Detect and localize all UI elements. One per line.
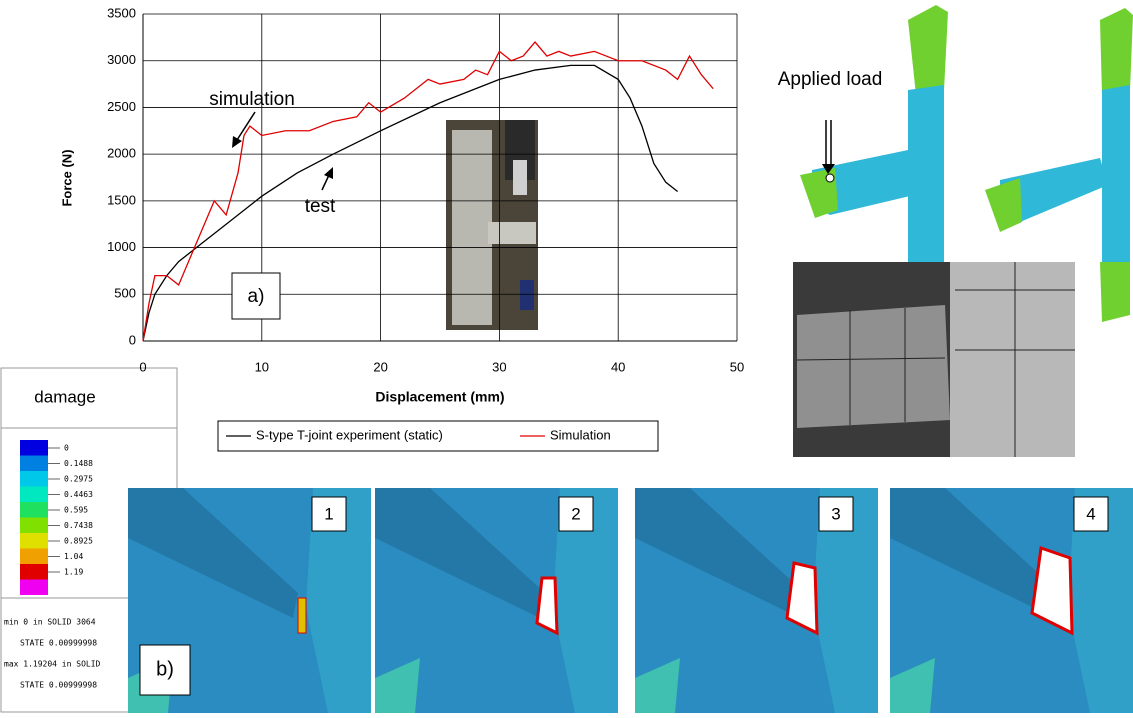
panel-label: 4 xyxy=(1086,504,1095,523)
y-tick-label: 0 xyxy=(129,332,136,347)
annotation: a) xyxy=(248,286,265,307)
mesh-face xyxy=(635,488,805,618)
data-line xyxy=(142,64,679,342)
annotation: Applied load xyxy=(778,69,883,90)
x-axis-label: Displacement (mm) xyxy=(375,389,504,405)
panel-label: 3 xyxy=(831,504,840,523)
arrow xyxy=(236,111,256,141)
legend-label: S-type T-joint experiment (static) xyxy=(256,427,443,442)
inset-photo xyxy=(446,120,538,330)
x-tick-label: 40 xyxy=(611,359,625,374)
legend-label: 0.595 xyxy=(64,506,88,515)
y-tick-label: 2500 xyxy=(107,99,136,114)
mesh-panels: 1 2 3 4 b) xyxy=(128,488,1133,713)
arrow-head xyxy=(232,136,242,148)
legend-label: Simulation xyxy=(550,427,611,442)
legend-swatch xyxy=(20,579,48,595)
legend-label: 0.2975 xyxy=(64,475,93,484)
y-tick-label: 1500 xyxy=(107,192,136,207)
legend-swatch xyxy=(20,486,48,502)
mesh-face xyxy=(306,488,371,713)
legend-swatch xyxy=(20,517,48,533)
x-tick-label: 10 xyxy=(255,359,269,374)
arrow-head xyxy=(324,167,333,179)
legend xyxy=(217,420,659,452)
x-tick-label: 0 xyxy=(139,359,146,374)
annotation: test xyxy=(305,196,336,217)
data-line xyxy=(142,41,714,342)
arrow xyxy=(321,174,330,191)
y-axis-label: Force (N) xyxy=(59,149,74,206)
panel-label-box xyxy=(139,644,191,696)
legend-label: 1.19 xyxy=(64,568,83,577)
y-tick-label: 1000 xyxy=(107,239,136,254)
legend-swatch xyxy=(20,564,48,580)
legend-note: max 1.19204 in SOLID xyxy=(4,660,101,669)
mesh-face xyxy=(128,488,298,618)
mesh-face xyxy=(635,658,680,713)
legend-swatch xyxy=(20,502,48,518)
legend-swatch xyxy=(20,533,48,549)
y-tick-label: 500 xyxy=(114,286,136,301)
panel-label-box xyxy=(1073,496,1109,532)
panel-label-box xyxy=(558,496,594,532)
legend-label: 0.8925 xyxy=(64,537,93,546)
panel-label-box xyxy=(818,496,854,532)
legend-swatch xyxy=(20,440,48,456)
crack xyxy=(535,576,559,636)
damage-spot xyxy=(297,597,307,634)
annotation-box xyxy=(231,272,281,320)
legend-label: 0.7438 xyxy=(64,521,93,530)
annotation: simulation xyxy=(209,89,295,110)
mesh-face xyxy=(375,658,420,713)
crack xyxy=(785,561,819,636)
panel-label: 2 xyxy=(571,504,580,523)
legend-label: 0.1488 xyxy=(64,459,93,468)
x-tick-label: 50 xyxy=(730,359,744,374)
x-tick-label: 30 xyxy=(492,359,506,374)
mesh-face xyxy=(553,488,618,713)
t-joint-model xyxy=(800,5,1133,322)
legend-swatch xyxy=(20,471,48,487)
mesh-face xyxy=(375,488,545,618)
chart: Displacement (mm) Force (N) 050010001500… xyxy=(59,5,744,452)
panel-label: 1 xyxy=(324,504,333,523)
legend-label: 1.04 xyxy=(64,552,83,561)
legend-label: 0.4463 xyxy=(64,490,93,499)
mesh-face xyxy=(890,488,1060,618)
crack-photo xyxy=(793,262,1075,457)
legend-title: damage xyxy=(34,387,95,406)
legend-note: STATE 0.00999998 xyxy=(20,681,97,690)
crack xyxy=(1030,545,1074,636)
y-tick-label: 2000 xyxy=(107,146,136,161)
y-tick-label: 3000 xyxy=(107,52,136,67)
legend-label: 0 xyxy=(64,444,69,453)
panel-label: b) xyxy=(156,658,174,680)
legend-swatch xyxy=(20,455,48,471)
mesh-face xyxy=(813,488,878,713)
x-tick-label: 20 xyxy=(373,359,387,374)
mesh-face xyxy=(890,658,935,713)
y-tick-label: 3500 xyxy=(107,5,136,20)
legend-note: min 0 in SOLID 3064 xyxy=(4,618,96,627)
mesh-face xyxy=(1068,488,1133,713)
legend-note: STATE 0.00999998 xyxy=(20,639,97,648)
panel-label-box xyxy=(311,496,347,532)
legend-swatch xyxy=(20,548,48,564)
